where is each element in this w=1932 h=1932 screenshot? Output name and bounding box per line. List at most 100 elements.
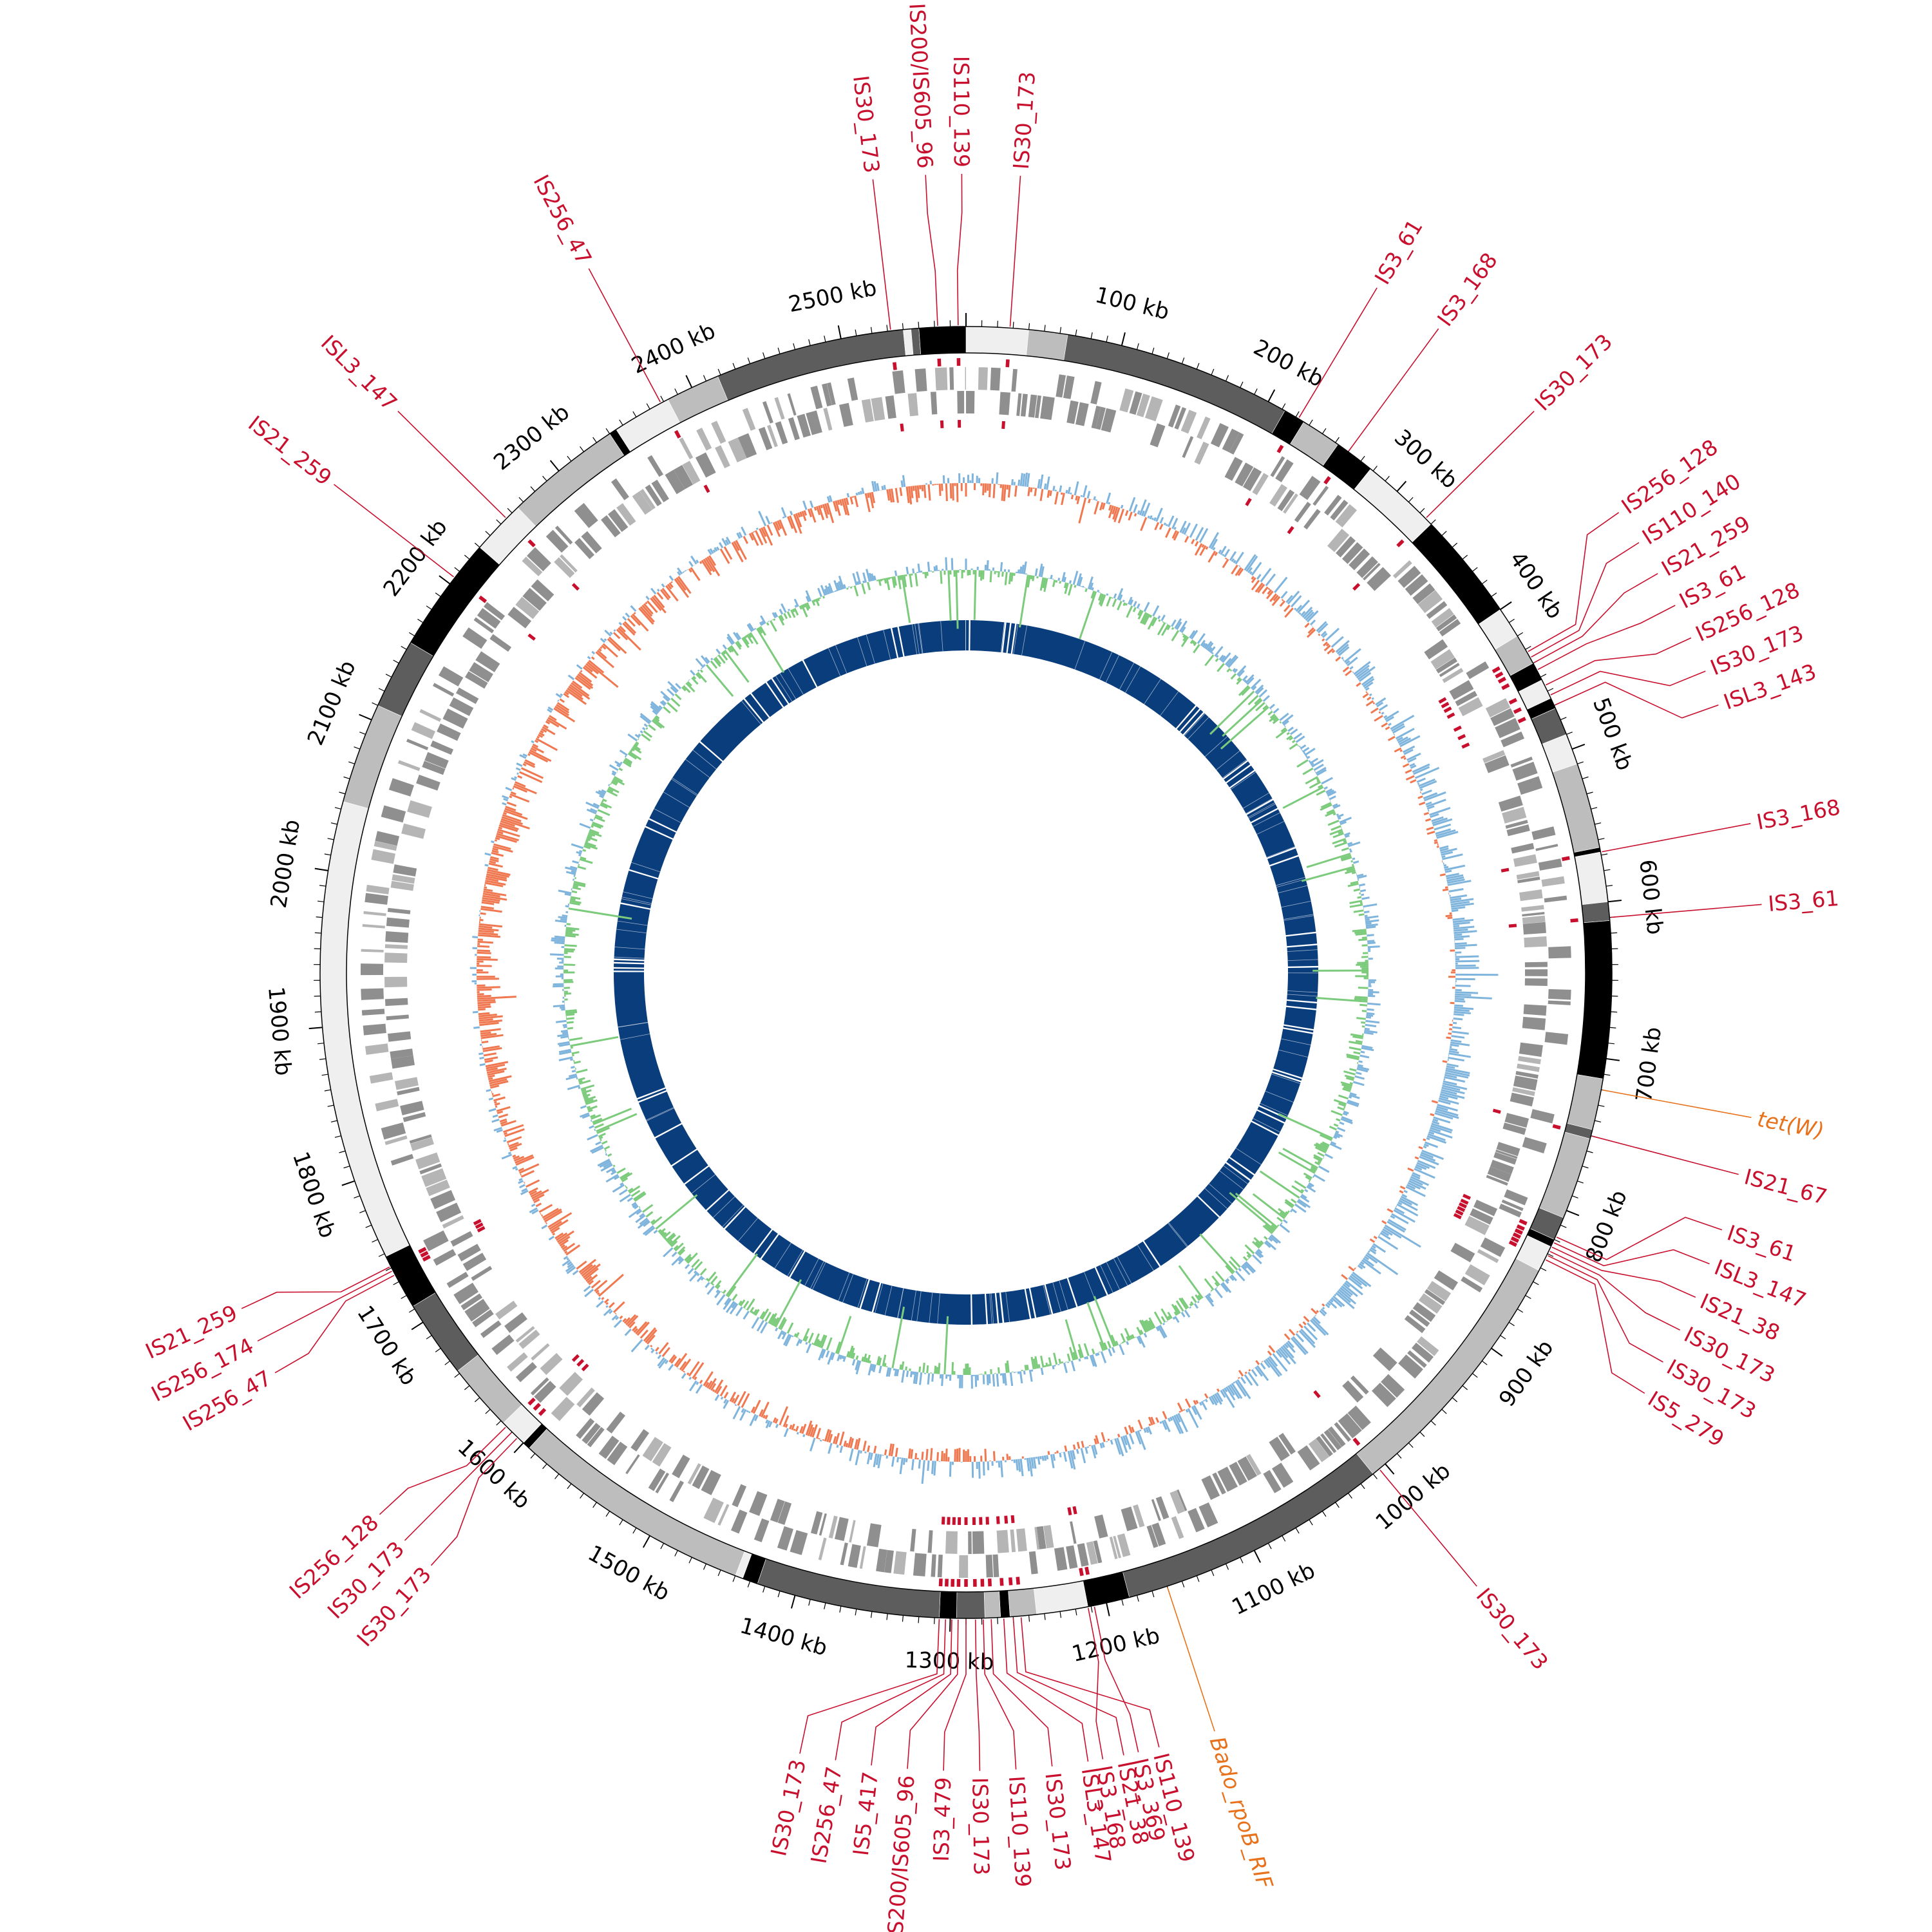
cds-block: [847, 377, 858, 401]
gc-skew-spike: [1108, 505, 1114, 518]
gc-skew-spike: [591, 1280, 601, 1289]
gc-skew-spike: [1320, 630, 1327, 637]
gc-skew-spike: [826, 1430, 832, 1443]
gc-content-spike: [1343, 832, 1350, 837]
scale-tick: [1525, 645, 1531, 650]
gc-content-spike: [667, 1234, 676, 1244]
gc-skew-spike: [1151, 517, 1154, 520]
gc-content-spike: [1365, 923, 1378, 927]
gc-skew-spike: [477, 945, 490, 948]
gc-skew-spike: [1082, 485, 1088, 498]
gc-skew-spike: [489, 860, 497, 864]
blast-hairline: [835, 645, 848, 674]
gc-content-spike: [783, 1333, 791, 1346]
gc-skew-spike: [884, 1449, 887, 1455]
gc-skew-spike: [1435, 828, 1452, 835]
gc-skew-spike: [787, 516, 794, 529]
gc-skew-spike: [1255, 582, 1264, 593]
gc-skew-spike: [1419, 791, 1422, 794]
gc-skew-spike: [1302, 1321, 1307, 1326]
cds-block: [788, 417, 800, 440]
gc-content-spike: [1315, 1142, 1329, 1150]
gc-skew-spike: [484, 852, 491, 857]
scale-tick: [426, 1335, 432, 1340]
blast-hairline: [1021, 625, 1027, 656]
gc-skew-spike: [531, 1203, 536, 1208]
gc-skew-spike: [1175, 1414, 1181, 1423]
gc-skew-spike: [694, 1376, 697, 1381]
gc-content-spike: [1068, 1347, 1075, 1361]
gc-content-spike: [1313, 1173, 1325, 1182]
gc-skew-spike: [1325, 627, 1340, 641]
gc-content-spike: [614, 761, 622, 766]
cds-block: [945, 1531, 958, 1554]
gc-content-spike: [1349, 900, 1363, 904]
cds-block: [1327, 528, 1350, 553]
gc-skew-spike: [480, 1034, 504, 1039]
scale-tick: [330, 1120, 337, 1122]
gc-content-spike: [817, 587, 822, 598]
gc-content-spike: [1110, 1334, 1117, 1347]
gc-content-spike: [1279, 712, 1289, 721]
gc-content-spike: [648, 724, 656, 732]
is-mark-inner-8: [1287, 526, 1294, 535]
gc-skew-spike: [1455, 985, 1471, 987]
gc-skew-spike: [1436, 845, 1439, 848]
gc-content-spike: [955, 570, 959, 629]
gc-skew-spike: [1421, 790, 1432, 795]
gc-content-spike: [936, 1367, 938, 1374]
gc-content-spike: [1126, 605, 1133, 618]
blast-hairline: [646, 1107, 674, 1121]
gc-skew-spike: [1159, 524, 1164, 530]
gc-skew-spike: [910, 1449, 914, 1459]
gc-content-spike: [618, 767, 623, 772]
cds-block: [574, 538, 594, 560]
cds-block: [1544, 1032, 1569, 1045]
gc-skew-spike: [645, 1329, 658, 1343]
gc-content-spike: [927, 1373, 931, 1385]
gc-content-spike: [697, 669, 700, 672]
is-mark-inner-26: [1453, 1213, 1462, 1220]
gc-skew-spike: [1395, 1205, 1397, 1208]
cds-block: [522, 587, 547, 611]
gc-content-spike: [1032, 575, 1035, 582]
gc-skew-spike: [759, 528, 768, 544]
scale-tick: [808, 339, 811, 346]
gc-content-spike: [855, 1360, 862, 1375]
gc-content-spike: [663, 1247, 674, 1258]
cds-block: [1412, 1302, 1436, 1322]
cds-block: [534, 1381, 556, 1403]
gc-skew-spike: [1455, 964, 1476, 967]
gc-skew-spike: [701, 560, 712, 576]
cds-block: [849, 1520, 856, 1543]
gc-skew-spike: [480, 905, 495, 910]
gc-content-spike: [1131, 1334, 1135, 1339]
gc-skew-spike: [546, 719, 560, 728]
gc-skew-spike: [1453, 922, 1470, 925]
gc-content-spike: [1298, 1198, 1311, 1209]
gc-content-spike: [1310, 762, 1314, 766]
gc-skew-spike: [1388, 1218, 1406, 1231]
blast-hairline: [671, 779, 697, 796]
cds-block: [1349, 548, 1370, 571]
gc-skew-spike: [811, 1424, 818, 1438]
gc-content-spike: [1245, 674, 1255, 684]
gc-content-spike: [598, 790, 606, 795]
blast-hairline: [940, 621, 943, 652]
gc-skew-spike: [1244, 1371, 1247, 1374]
scale-tick: [1491, 1347, 1503, 1357]
gc-content-spike: [808, 1332, 814, 1343]
cds-block: [424, 752, 449, 769]
gc-skew-spike: [569, 684, 591, 700]
gc-skew-spike: [908, 486, 913, 505]
gc-content-spike: [1090, 591, 1095, 599]
scale-tick: [1090, 1605, 1093, 1613]
gc-skew-spike: [1446, 1063, 1459, 1068]
gc-content-spike: [1289, 1209, 1293, 1213]
cds-block: [1522, 1016, 1546, 1030]
cds-block: [753, 1518, 770, 1542]
gc-skew-spike: [485, 880, 506, 886]
gc-content-spike: [815, 598, 820, 607]
is-mark-outer-23: [1514, 1228, 1523, 1235]
gc-content-spike: [1354, 931, 1367, 934]
